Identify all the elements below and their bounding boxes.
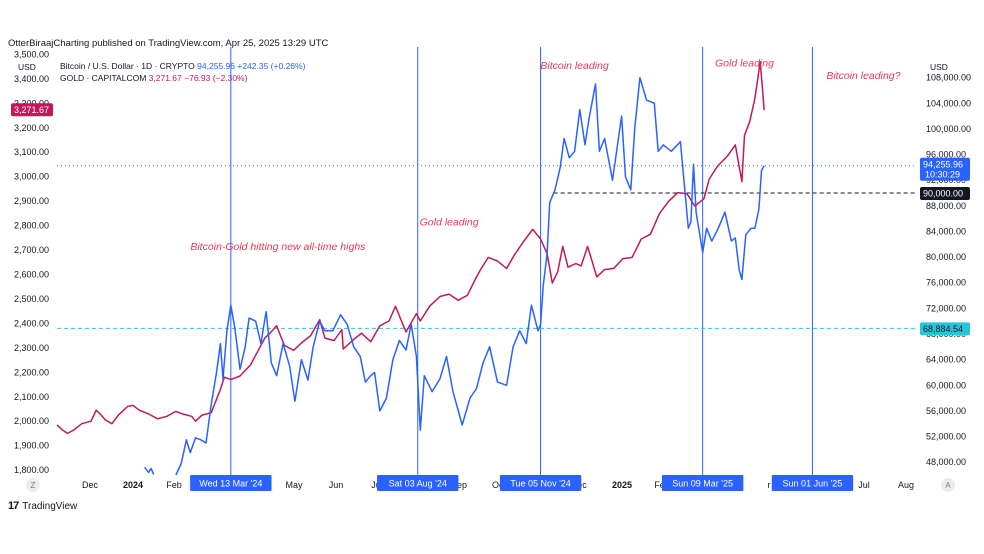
left-axis-unit: USD	[18, 62, 36, 72]
left-axis-tick-label: 3,500.00	[14, 49, 49, 59]
publish-info: OtterBiraajCharting published on Trading…	[8, 38, 329, 49]
gold-last-price-label-box	[11, 103, 53, 117]
right-axis-tick-label: 60,000.00	[926, 380, 966, 390]
right-axis-tick-label: 96,000.00	[926, 150, 966, 160]
legend-gold-change: −76.93 (−2.30%)	[184, 73, 248, 83]
legend-btc-symbol: Bitcoin / U.S. Dollar · 1D · CRYPTO	[60, 61, 195, 71]
timezone-button[interactable]: Z	[26, 478, 40, 492]
x-axis-tick-label: Jun	[329, 480, 344, 490]
x-axis-tick-label: r	[768, 480, 771, 490]
chart-annotation: Gold leading	[715, 58, 774, 70]
x-axis-tick-label: May	[285, 480, 303, 490]
left-axis-tick-label: 2,900.00	[14, 196, 49, 206]
x-axis-tick-label: Aug	[898, 480, 914, 490]
left-axis-tick-label: 2,700.00	[14, 245, 49, 255]
left-axis-tick-label: 1,800.00	[14, 465, 49, 475]
right-axis-tick-label: 76,000.00	[926, 278, 966, 288]
date-badge-box	[771, 475, 854, 491]
brand-name: TradingView	[22, 500, 78, 512]
date-badge-label: Sat 03 Aug '24	[389, 479, 447, 489]
date-badge-label: Sun 09 Mar '25	[672, 479, 733, 489]
btc-series-line	[144, 466, 155, 475]
left-axis-tick-label: 2,000.00	[14, 416, 49, 426]
date-badge-box	[661, 475, 744, 491]
x-axis-tick-label: ec	[577, 480, 587, 490]
chart-annotation: Gold leading	[420, 217, 479, 229]
right-axis-tick-label: 56,000.00	[926, 406, 966, 416]
right-axis-tick-label: 48,000.00	[926, 457, 966, 467]
legend-btc-change: +242.35 (+0.26%)	[237, 61, 306, 71]
left-axis-tick-label: 3,200.00	[14, 123, 49, 133]
left-axis-tick-label: 2,600.00	[14, 270, 49, 280]
level-90000-label-box	[920, 187, 970, 200]
level-68884-label: 68,884.54	[923, 324, 963, 334]
left-axis-tick-label: 2,500.00	[14, 294, 49, 304]
left-axis-tick-label: 3,400.00	[14, 74, 49, 84]
legend-gold-symbol: GOLD · CAPITALCOM	[60, 73, 147, 83]
chart-series	[56, 61, 765, 476]
right-axis-tick-label: 52,000.00	[926, 432, 966, 442]
level-90000-label: 90,000.00	[923, 189, 963, 199]
x-axis-tick-label: Feb	[166, 480, 182, 490]
right-axis-tick-label: 100,000.00	[926, 124, 971, 134]
btc-countdown-label: 10:30:29	[925, 170, 960, 180]
date-badge-box	[377, 475, 459, 491]
x-axis-tick-label: Jul	[371, 480, 383, 490]
left-axis-tick-label: 1,900.00	[14, 441, 49, 451]
date-badge-label: Sun 01 Jun '25	[783, 479, 843, 489]
x-axis-tick-label: 2025	[612, 480, 632, 490]
auto-scale-button[interactable]: A	[941, 478, 955, 492]
chart-annotation: Bitcoin-Gold hitting new all-time highs	[190, 241, 366, 253]
chart-overlays: Bitcoin-Gold hitting new all-time highs G…	[11, 58, 970, 491]
left-axis-tick-label: 3,000.00	[14, 172, 49, 182]
x-axis-tick-label: Jul	[858, 480, 870, 490]
btc-last-price-label: 94,255.96	[923, 160, 963, 170]
chart-annotation: Bitcoin leading	[540, 60, 608, 72]
x-axis-tick-label: 2024	[123, 480, 143, 490]
left-axis-tick-label: 2,100.00	[14, 392, 49, 402]
date-badge-box	[499, 475, 582, 491]
right-axis-tick-label: 84,000.00	[926, 226, 966, 236]
right-axis-tick-label: 88,000.00	[926, 201, 966, 211]
legend-gold[interactable]: GOLD · CAPITALCOM 3,271.67 −76.93 (−2.30…	[60, 73, 247, 83]
date-badge-label: Wed 13 Mar '24	[199, 479, 262, 489]
left-axis-tick-label: 3,100.00	[14, 147, 49, 157]
level-68884-label-box	[920, 322, 970, 336]
x-axis-tick-label: Sep	[451, 480, 467, 490]
legend-gold-value: 3,271.67	[148, 73, 182, 83]
right-axis-tick-label: 108,000.00	[926, 73, 971, 83]
gold-last-price-label: 3,271.67	[14, 105, 49, 115]
legend-btc[interactable]: Bitcoin / U.S. Dollar · 1D · CRYPTO 94,2…	[60, 61, 305, 71]
left-axis-tick-label: 2,800.00	[14, 221, 49, 231]
btc-series-line	[175, 76, 765, 476]
date-badge-box	[190, 475, 272, 491]
right-axis-unit: USD	[930, 62, 948, 72]
right-axis-tick-label: 64,000.00	[926, 355, 966, 365]
legend-btc-value: 94,255.96	[197, 61, 235, 71]
chart-background: 1,800.00 1,900.00 2,000.00 2,100.00 2,200.00…	[14, 47, 971, 490]
date-badge-label: Tue 05 Nov '24	[510, 479, 570, 489]
tradingview-logo-icon: 17	[8, 500, 19, 512]
tradingview-brand[interactable]: 17 TradingView	[8, 500, 77, 512]
left-axis-tick-label: 2,300.00	[14, 343, 49, 353]
left-axis-tick-label: 2,400.00	[14, 318, 49, 328]
gold-series-line	[56, 61, 765, 435]
right-axis-tick-label: 104,000.00	[926, 98, 971, 108]
left-axis-tick-label: 2,200.00	[14, 367, 49, 377]
x-axis-tick-label: Dec	[82, 480, 99, 490]
right-axis-tick-label: 72,000.00	[926, 303, 966, 313]
chart-annotation: Bitcoin leading?	[826, 70, 900, 82]
btc-last-price-box	[920, 157, 970, 181]
right-axis-tick-label: 80,000.00	[926, 252, 966, 262]
x-axis-tick-label: Oct	[492, 480, 507, 490]
